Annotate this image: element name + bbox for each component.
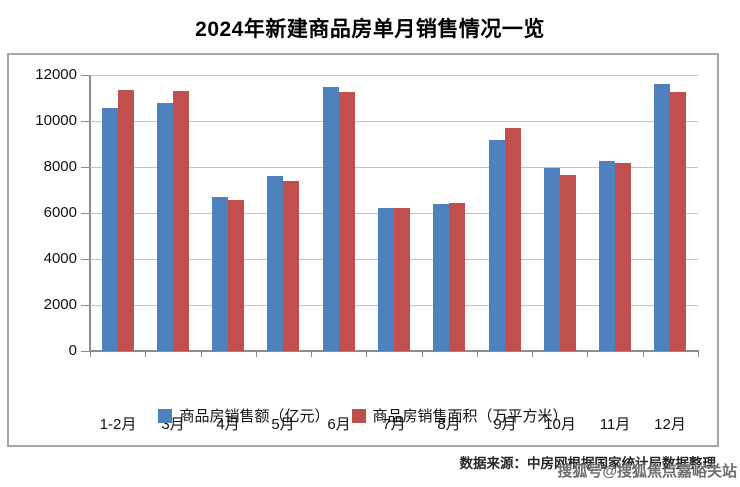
gridline: [90, 166, 698, 168]
plot-area: [81, 74, 699, 357]
x-axis-tick: [532, 352, 533, 357]
x-axis-tick-label: 9月: [493, 416, 517, 433]
legend-label: 商品房销售额（亿元）: [179, 408, 330, 425]
bar-12月-s1: [670, 92, 686, 351]
y-axis-tick-label: 6000: [43, 204, 77, 221]
x-axis-tick-label: 7月: [382, 416, 406, 433]
x-axis-tick: [145, 352, 146, 357]
bar-6月-s1: [339, 92, 355, 351]
x-axis-tick-label: 6月: [327, 416, 351, 433]
bar-5月-s0: [267, 176, 283, 351]
bar-10月-s0: [544, 168, 560, 351]
x-axis-tick: [201, 352, 202, 357]
legend-swatch-icon: [351, 408, 366, 423]
bar-12月-s0: [654, 84, 670, 351]
y-axis-tick: [81, 304, 89, 306]
y-axis-tick: [81, 74, 89, 76]
bar-11月-s1: [615, 163, 631, 351]
bar-10月-s1: [560, 175, 576, 351]
bar-11月-s0: [599, 161, 615, 351]
y-axis-tick: [81, 120, 89, 122]
bar-4月-s1: [228, 200, 244, 351]
y-axis-tick-label: 0: [68, 342, 77, 359]
bar-7月-s0: [378, 208, 394, 351]
bar-3月-s0: [157, 103, 173, 351]
x-axis-tick-label: 1-2月: [99, 416, 137, 433]
bar-9月-s0: [489, 140, 505, 351]
bar-6月-s0: [323, 87, 339, 351]
x-axis-tick-label: 10月: [544, 416, 576, 433]
x-axis-tick: [698, 352, 699, 357]
bar-8月-s1: [449, 203, 465, 351]
chart-title: 2024年新建商品房单月销售情况一览: [195, 18, 545, 41]
x-axis-tick-label: 8月: [437, 416, 461, 433]
y-axis-line: [89, 75, 91, 352]
y-axis-tick-label: 12000: [35, 66, 77, 83]
bar-8月-s0: [433, 204, 449, 351]
bar-9月-s1: [505, 128, 521, 351]
x-axis-tick: [256, 352, 257, 357]
x-axis-tick: [311, 352, 312, 357]
gridline: [90, 74, 698, 76]
y-axis-tick: [81, 166, 89, 168]
y-axis-tick-label: 10000: [35, 112, 77, 129]
y-axis-tick: [81, 212, 89, 214]
legend-item-0: 商品房销售额（亿元）: [158, 405, 330, 426]
y-axis-tick-label: 8000: [43, 158, 77, 175]
x-axis-tick-label: 5月: [271, 416, 295, 433]
x-axis-tick: [366, 352, 367, 357]
x-axis-tick: [422, 352, 423, 357]
y-axis-tick-label: 2000: [43, 296, 77, 313]
chart-container: 0 2000 4000 6000 8000 10000 12000 1-2月 3月 4月 5月 6月…: [7, 53, 719, 447]
x-axis-tick-label: 12月: [654, 416, 686, 433]
x-axis-tick-label: 11月: [599, 416, 631, 433]
x-axis-tick: [587, 352, 588, 357]
data-source-note: 数据来源：中房网根据国家统计局数据整理: [459, 456, 717, 471]
watermark-text: 搜狐号@搜狐焦点嘉峪关站: [557, 463, 737, 480]
bar-4月-s0: [212, 197, 228, 351]
bar-1-2月-s0: [102, 108, 118, 351]
bar-7月-s1: [394, 208, 410, 351]
y-axis-tick: [81, 258, 89, 260]
legend-label: 商品房销售面积（万平方米）: [372, 408, 568, 425]
y-axis-tick: [81, 350, 89, 352]
x-axis-tick: [477, 352, 478, 357]
x-axis-tick: [643, 352, 644, 357]
y-axis-tick-label: 4000: [43, 250, 77, 267]
x-axis-tick: [90, 352, 91, 357]
x-axis-line: [89, 350, 699, 352]
gridline: [90, 120, 698, 122]
x-axis-tick-label: 4月: [216, 416, 240, 433]
bar-5月-s1: [283, 181, 299, 351]
bar-1-2月-s1: [118, 90, 134, 351]
legend-item-1: 商品房销售面积（万平方米）: [351, 405, 568, 426]
bar-3月-s1: [173, 91, 189, 351]
legend-swatch-icon: [158, 408, 173, 423]
legend: 商品房销售额（亿元） 商品房销售面积（万平方米）: [9, 405, 717, 426]
